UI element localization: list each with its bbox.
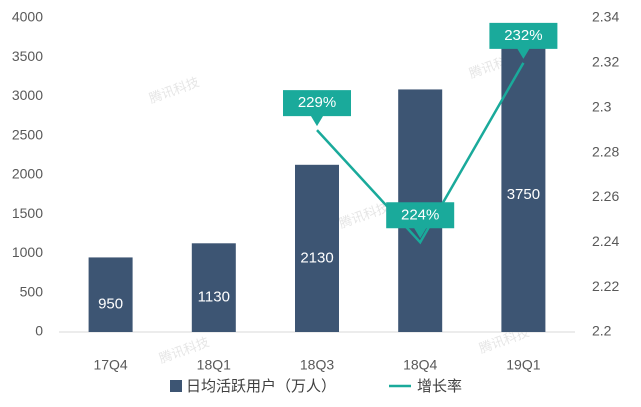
- bar: [295, 164, 339, 332]
- y2-tick-label: 2.2: [592, 323, 612, 339]
- callout: [386, 202, 455, 239]
- y-tick-label: 2500: [12, 126, 43, 142]
- bar: [88, 257, 133, 332]
- bar-value-label: 1130: [198, 289, 230, 306]
- y-tick-label: 500: [20, 283, 44, 299]
- y-tick-label: 4000: [12, 9, 43, 25]
- y-tick-label: 1500: [12, 205, 43, 221]
- bar-value-label: 950: [98, 296, 123, 313]
- y-tick-label: 1000: [12, 244, 43, 260]
- y2-tick-label: 2.3: [592, 98, 612, 114]
- x-tick-label: 18Q1: [197, 357, 231, 373]
- x-tick-label: 18Q4: [403, 357, 437, 373]
- x-tick-label: 18Q3: [300, 357, 334, 373]
- line-value-label: 232%: [504, 27, 542, 44]
- x-tick-label: 17Q4: [93, 357, 127, 373]
- line-value-label: 224%: [401, 206, 439, 223]
- legend-label: 增长率: [417, 378, 462, 395]
- y-tick-label: 2000: [12, 166, 43, 182]
- legend-label: 日均活跃用户（万人）: [186, 378, 336, 395]
- bar-value-label: 3750: [507, 186, 540, 203]
- y2-tick-label: 2.22: [592, 278, 619, 294]
- line: [316, 62, 525, 245]
- y-tick-label: 3500: [12, 48, 43, 64]
- line-value-label: 229%: [298, 94, 336, 111]
- y2-tick-label: 2.26: [592, 188, 619, 204]
- callout: [489, 22, 558, 59]
- bar-value-label: 2130: [300, 249, 333, 266]
- y2-tick-label: 2.24: [592, 233, 619, 249]
- y2-tick-label: 2.32: [592, 54, 619, 70]
- x-tick-label: 19Q1: [506, 357, 540, 373]
- y2-tick-label: 2.28: [592, 143, 619, 159]
- callout: [283, 90, 351, 127]
- y2-tick-label: 2.34: [592, 9, 619, 25]
- legend-swatch: [170, 380, 182, 392]
- y-tick-label: 0: [35, 323, 43, 339]
- bar: [191, 243, 236, 332]
- y-tick-label: 3000: [12, 87, 43, 103]
